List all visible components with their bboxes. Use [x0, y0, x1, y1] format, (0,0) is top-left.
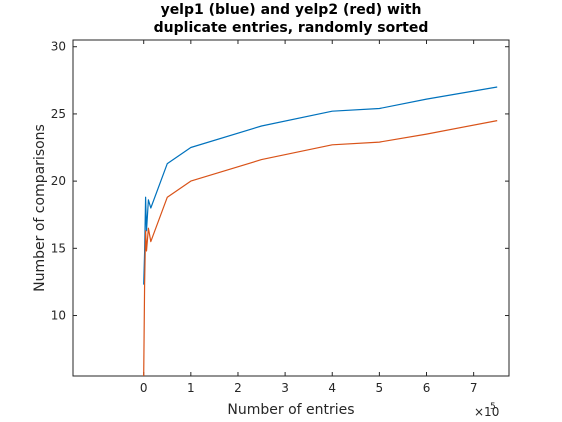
y-tick-label: 10 — [51, 309, 66, 323]
x-axis-label: Number of entries — [227, 402, 354, 418]
chart-title-line-2: duplicate entries, randomly sorted — [154, 20, 429, 36]
y-tick-label: 25 — [51, 107, 66, 121]
x-tick-label: 1 — [187, 381, 195, 395]
y-axis: 10 15 20 25 30 — [51, 40, 509, 323]
y-tick-label: 30 — [51, 40, 66, 54]
x-tick-label: 5 — [376, 381, 384, 395]
series-layer — [143, 86, 498, 377]
x-tick-label: 6 — [423, 381, 431, 395]
x-axis: 0 1 2 3 4 5 6 7 — [140, 40, 478, 395]
y-axis-label: Number of comparisons — [32, 124, 48, 292]
series-line-1 — [143, 86, 498, 285]
series-line-2 — [143, 120, 498, 377]
x-axis-exponent-power: 5 — [490, 402, 496, 412]
x-axis-exponent-base: ×10 — [474, 405, 499, 419]
x-tick-label: 0 — [140, 381, 148, 395]
chart-title-line-1: yelp1 (blue) and yelp2 (red) with — [161, 2, 422, 18]
x-tick-label: 3 — [281, 381, 289, 395]
chart-title: yelp1 (blue) and yelp2 (red) with duplic… — [154, 2, 429, 36]
x-axis-exponent: ×10 5 — [474, 402, 499, 419]
x-tick-label: 7 — [470, 381, 478, 395]
plot-area — [72, 39, 510, 377]
y-tick-label: 20 — [51, 174, 66, 188]
y-tick-label: 15 — [51, 241, 66, 255]
x-tick-label: 2 — [234, 381, 242, 395]
x-tick-label: 4 — [328, 381, 336, 395]
